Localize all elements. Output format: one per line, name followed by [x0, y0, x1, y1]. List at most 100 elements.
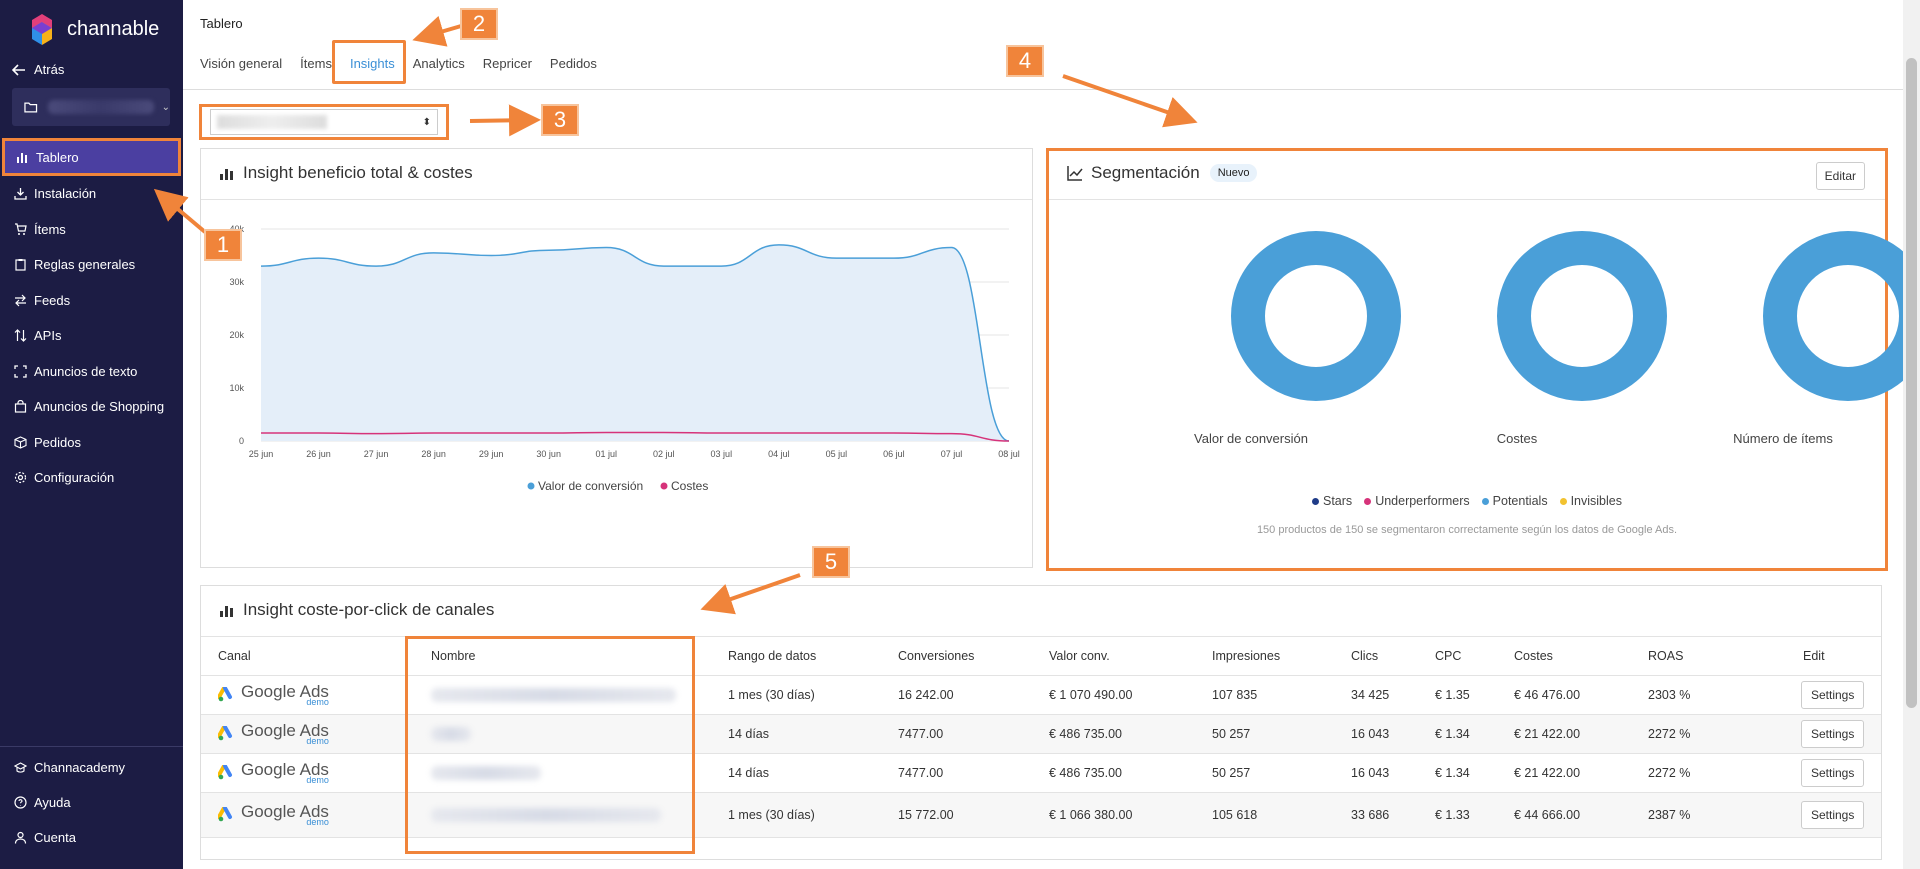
panel-title: Insight coste-por-click de canales [219, 600, 494, 620]
legend-item-stars[interactable]: Stars [1312, 494, 1352, 508]
table-cell-clicks: 16 043 [1351, 766, 1390, 780]
settings-button[interactable]: Settings [1801, 681, 1865, 709]
back-link[interactable]: Atrás [12, 62, 64, 77]
project-selector[interactable]: ⌄ [12, 88, 170, 126]
sidebar-item-label: Ítems [34, 221, 66, 237]
table-cell-impr: 105 618 [1212, 808, 1258, 822]
sidebar-item-channacademy[interactable]: Channacademy [0, 750, 183, 785]
clipboard-icon [15, 259, 26, 271]
legend-dot [1312, 497, 1319, 505]
sort-caret-icon: ⬍ [422, 116, 431, 128]
line-chart-icon [1067, 166, 1083, 181]
tab-analytics[interactable]: Analytics [412, 56, 465, 71]
column-header[interactable]: Rango de datos [728, 648, 817, 663]
arrow-left-icon [12, 63, 25, 76]
channable-logo[interactable]: channable [25, 12, 159, 46]
table-cell-costs: € 46 476.00 [1514, 688, 1581, 702]
google-ads-logo: Google Ads demo [218, 761, 329, 785]
annotation-arrow-3 [469, 104, 541, 137]
donut-chart [1497, 231, 1667, 401]
sidebar-item-apis[interactable]: APIs [0, 318, 183, 354]
column-header[interactable]: Costes [1514, 648, 1553, 663]
legend-label: Underperformers [1375, 494, 1470, 508]
sidebar-item-anuncios-texto[interactable]: Anuncios de texto [0, 354, 183, 390]
channel-select-box[interactable]: ⬍ [210, 109, 438, 135]
legend-item-potentials[interactable]: Potentials [1481, 494, 1548, 508]
sidebar-item-label: Pedidos [34, 434, 81, 450]
series-line-conversion [260, 244, 1010, 442]
sidebar-item-cuenta[interactable]: Cuenta [0, 820, 183, 855]
x-tick-label: 30 jun [536, 449, 561, 459]
sidebar: channable Atrás ⌄ Tablero Instalación Ít… [0, 0, 183, 869]
column-header[interactable]: Edit [1803, 648, 1825, 663]
tab-pedidos[interactable]: Pedidos [549, 56, 597, 71]
sidebar-item-items[interactable]: Ítems [0, 212, 183, 248]
column-header[interactable]: Canal [218, 648, 251, 663]
sidebar-item-feeds[interactable]: Feeds [0, 283, 183, 319]
x-tick-label: 03 jul [711, 449, 733, 459]
column-header[interactable]: Valor conv. [1049, 648, 1110, 663]
channel-sub: demo [306, 817, 329, 827]
tab-items[interactable]: Ítems [300, 56, 332, 71]
channel-name-redacted [431, 766, 541, 780]
column-header[interactable]: Impresiones [1212, 648, 1281, 663]
google-ads-icon [218, 726, 232, 741]
help-icon [14, 796, 27, 809]
tab-repricer[interactable]: Repricer [482, 56, 532, 71]
x-tick-label: 26 jun [306, 449, 331, 459]
sidebar-item-label: Tablero [36, 149, 79, 165]
page-scrollbar[interactable] [1903, 0, 1920, 869]
panel-divider [201, 636, 1881, 637]
folder-icon [24, 102, 38, 113]
column-header[interactable]: CPC [1435, 648, 1462, 663]
sidebar-item-label: Instalación [34, 186, 97, 202]
sidebar-item-tablero[interactable]: Tablero [2, 138, 181, 176]
legend-item-invisibles[interactable]: Invisibles [1559, 494, 1622, 508]
settings-button[interactable]: Settings [1801, 720, 1865, 748]
table-cell-value: € 1 066 380.00 [1049, 808, 1133, 822]
tab-vision-general[interactable]: Visión general [200, 56, 283, 71]
sidebar-item-reglas[interactable]: Reglas generales [0, 247, 183, 283]
column-header[interactable]: Nombre [431, 648, 476, 663]
column-header[interactable]: Conversiones [898, 648, 975, 663]
table-cell-conv: 7477.00 [898, 727, 944, 741]
x-tick-label: 25 jun [249, 449, 274, 459]
scrollbar-thumb[interactable] [1906, 58, 1917, 708]
column-header[interactable]: ROAS [1648, 648, 1684, 663]
sidebar-item-configuracion[interactable]: Configuración [0, 460, 183, 496]
sidebar-item-pedidos[interactable]: Pedidos [0, 425, 183, 461]
x-tick-label: 27 jun [364, 449, 389, 459]
bar-chart-icon [17, 152, 27, 163]
edit-button[interactable]: Editar [1815, 162, 1865, 190]
channel-sub: demo [306, 697, 329, 707]
legend-label: Invisibles [1570, 494, 1622, 508]
sidebar-item-ayuda[interactable]: Ayuda [0, 785, 183, 820]
swap-icon [15, 294, 26, 307]
settings-button[interactable]: Settings [1801, 759, 1865, 787]
channel-name: Google Ads [241, 682, 329, 701]
table-cell-roas: 2272 % [1648, 727, 1691, 741]
series-line-costs [261, 431, 1010, 442]
table-cell-value: € 486 735.00 [1049, 766, 1122, 780]
table-cell-cpc: € 1.34 [1435, 766, 1470, 780]
table-cell-range: 1 mes (30 días) [728, 688, 815, 702]
column-header[interactable]: Clics [1351, 648, 1379, 663]
sidebar-bottom-nav: Channacademy Ayuda Cuenta [0, 750, 183, 855]
table-row: Google Ads demo 1 mes (30 días) 16 242.00 € … [201, 676, 1881, 715]
series-area-conversion [261, 244, 1009, 441]
settings-button[interactable]: Settings [1801, 801, 1865, 829]
channel-name-redacted [431, 808, 661, 822]
channel-select[interactable]: ⬍ [199, 104, 449, 140]
google-ads-icon [218, 687, 232, 702]
legend-item-underperformers[interactable]: Underperformers [1364, 494, 1470, 508]
table-cell-clicks: 16 043 [1351, 727, 1390, 741]
annotation-badge-2: 2 [460, 8, 498, 40]
sidebar-item-anuncios-shopping[interactable]: Anuncios de Shopping [0, 389, 183, 425]
sidebar-item-instalacion[interactable]: Instalación [0, 176, 183, 212]
table-row: Google Ads demo 14 días 7477.00 € 486 735.00… [201, 715, 1881, 754]
google-ads-logo: Google Ads demo [218, 803, 329, 827]
donut-label-costs: Costes [1496, 431, 1538, 446]
back-label: Atrás [34, 62, 65, 77]
panel-divider [1049, 199, 1885, 200]
table-cell-costs: € 44 666.00 [1514, 808, 1581, 822]
